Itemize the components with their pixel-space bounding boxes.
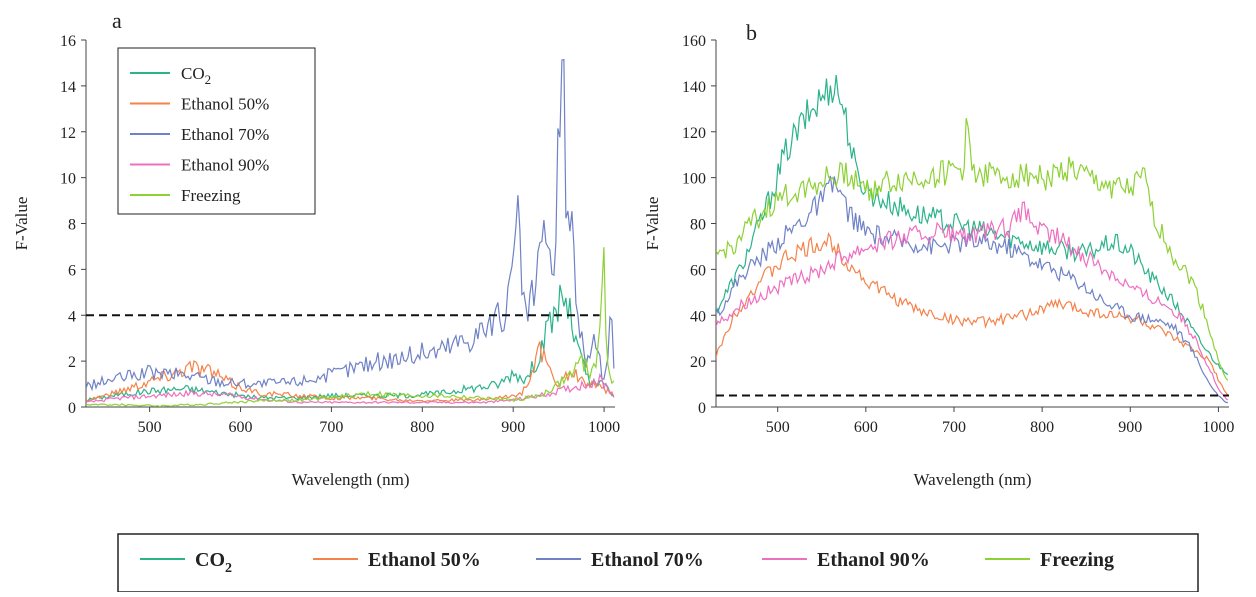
y-tick-label: 100: [682, 171, 706, 188]
panel-letter: a: [112, 8, 122, 33]
x-axis-label: Wavelength (nm): [291, 470, 409, 489]
series-line-freezing: [716, 117, 1229, 381]
legend-label: Ethanol 90%: [181, 156, 269, 175]
y-tick-label: 80: [690, 217, 706, 234]
bottom-legend-label: Ethanol 70%: [591, 549, 704, 571]
y-tick-label: 16: [60, 33, 76, 50]
y-tick-label: 4: [68, 308, 76, 325]
legend-label: CO2: [181, 64, 211, 87]
bottom-legend-label: Ethanol 90%: [817, 549, 930, 571]
bottom-legend-box: [117, 533, 1199, 593]
x-tick-label: 500: [138, 419, 162, 436]
y-tick-label: 14: [60, 79, 76, 96]
x-tick-label: 700: [319, 419, 343, 436]
series-line-ethanol-90-: [716, 201, 1229, 401]
series-line-ethanol-70-: [86, 58, 615, 392]
series-line-co2: [716, 75, 1229, 376]
panel-letter: b: [746, 20, 757, 45]
x-tick-label: 500: [766, 419, 790, 436]
y-tick-label: 120: [682, 125, 706, 142]
bottom-legend-label-subscript: 2: [225, 561, 232, 576]
panel-b: 0 20 40 60 80 100 120 140 160 500 600 700 800 900 1000…: [643, 20, 1234, 489]
x-tick-label: 900: [501, 419, 525, 436]
x-tick-label: 1000: [588, 419, 620, 436]
y-tick-label: 160: [682, 33, 706, 50]
series-line-ethanol-50-: [716, 232, 1229, 396]
y-tick-label: 6: [68, 262, 76, 279]
y-tick-label: 8: [68, 217, 76, 234]
x-tick-label: 700: [942, 419, 966, 436]
y-axis-label: F-Value: [12, 197, 31, 251]
y-tick-label: 10: [60, 171, 76, 188]
y-tick-label: 20: [690, 354, 706, 371]
bottom-legend-label: Freezing: [1040, 549, 1114, 571]
legend-label: Ethanol 50%: [181, 95, 269, 114]
y-tick-label: 0: [68, 400, 76, 417]
legend-label: Freezing: [181, 186, 241, 205]
y-axis-label: F-Value: [643, 197, 662, 251]
series-line-ethanol-90-: [86, 372, 615, 404]
series-line-ethanol-50-: [86, 341, 615, 403]
bottom-legend: CO2 Ethanol 50% Ethanol 70% Ethanol 90% Free…: [117, 533, 1199, 593]
x-tick-label: 900: [1118, 419, 1142, 436]
legend-box: [117, 47, 316, 215]
series-line-ethanol-70-: [716, 175, 1228, 404]
x-tick-label: 800: [410, 419, 434, 436]
x-tick-label: 600: [229, 419, 253, 436]
inset-legend: CO2 Ethanol 50% Ethanol 70% Ethanol 90% Free…: [117, 47, 316, 215]
series-line-freezing: [86, 247, 615, 407]
x-axis-label: Wavelength (nm): [913, 470, 1031, 489]
bottom-legend-label: Ethanol 50%: [368, 549, 481, 571]
x-tick-label: 800: [1030, 419, 1054, 436]
y-tick-label: 2: [68, 354, 76, 371]
y-tick-label: 0: [698, 400, 706, 417]
x-tick-label: 1000: [1202, 419, 1234, 436]
x-tick-label: 600: [854, 419, 878, 436]
y-tick-label: 12: [60, 125, 76, 142]
panel-a: 0 2 4 6 8 10 12 14 16 500 600 700 800 900 1000 Waveleng…: [12, 8, 620, 489]
legend-label: Ethanol 70%: [181, 125, 269, 144]
y-tick-label: 140: [682, 79, 706, 96]
legend-label-subscript: 2: [205, 72, 212, 87]
y-tick-label: 40: [690, 308, 706, 325]
y-tick-label: 60: [690, 262, 706, 279]
